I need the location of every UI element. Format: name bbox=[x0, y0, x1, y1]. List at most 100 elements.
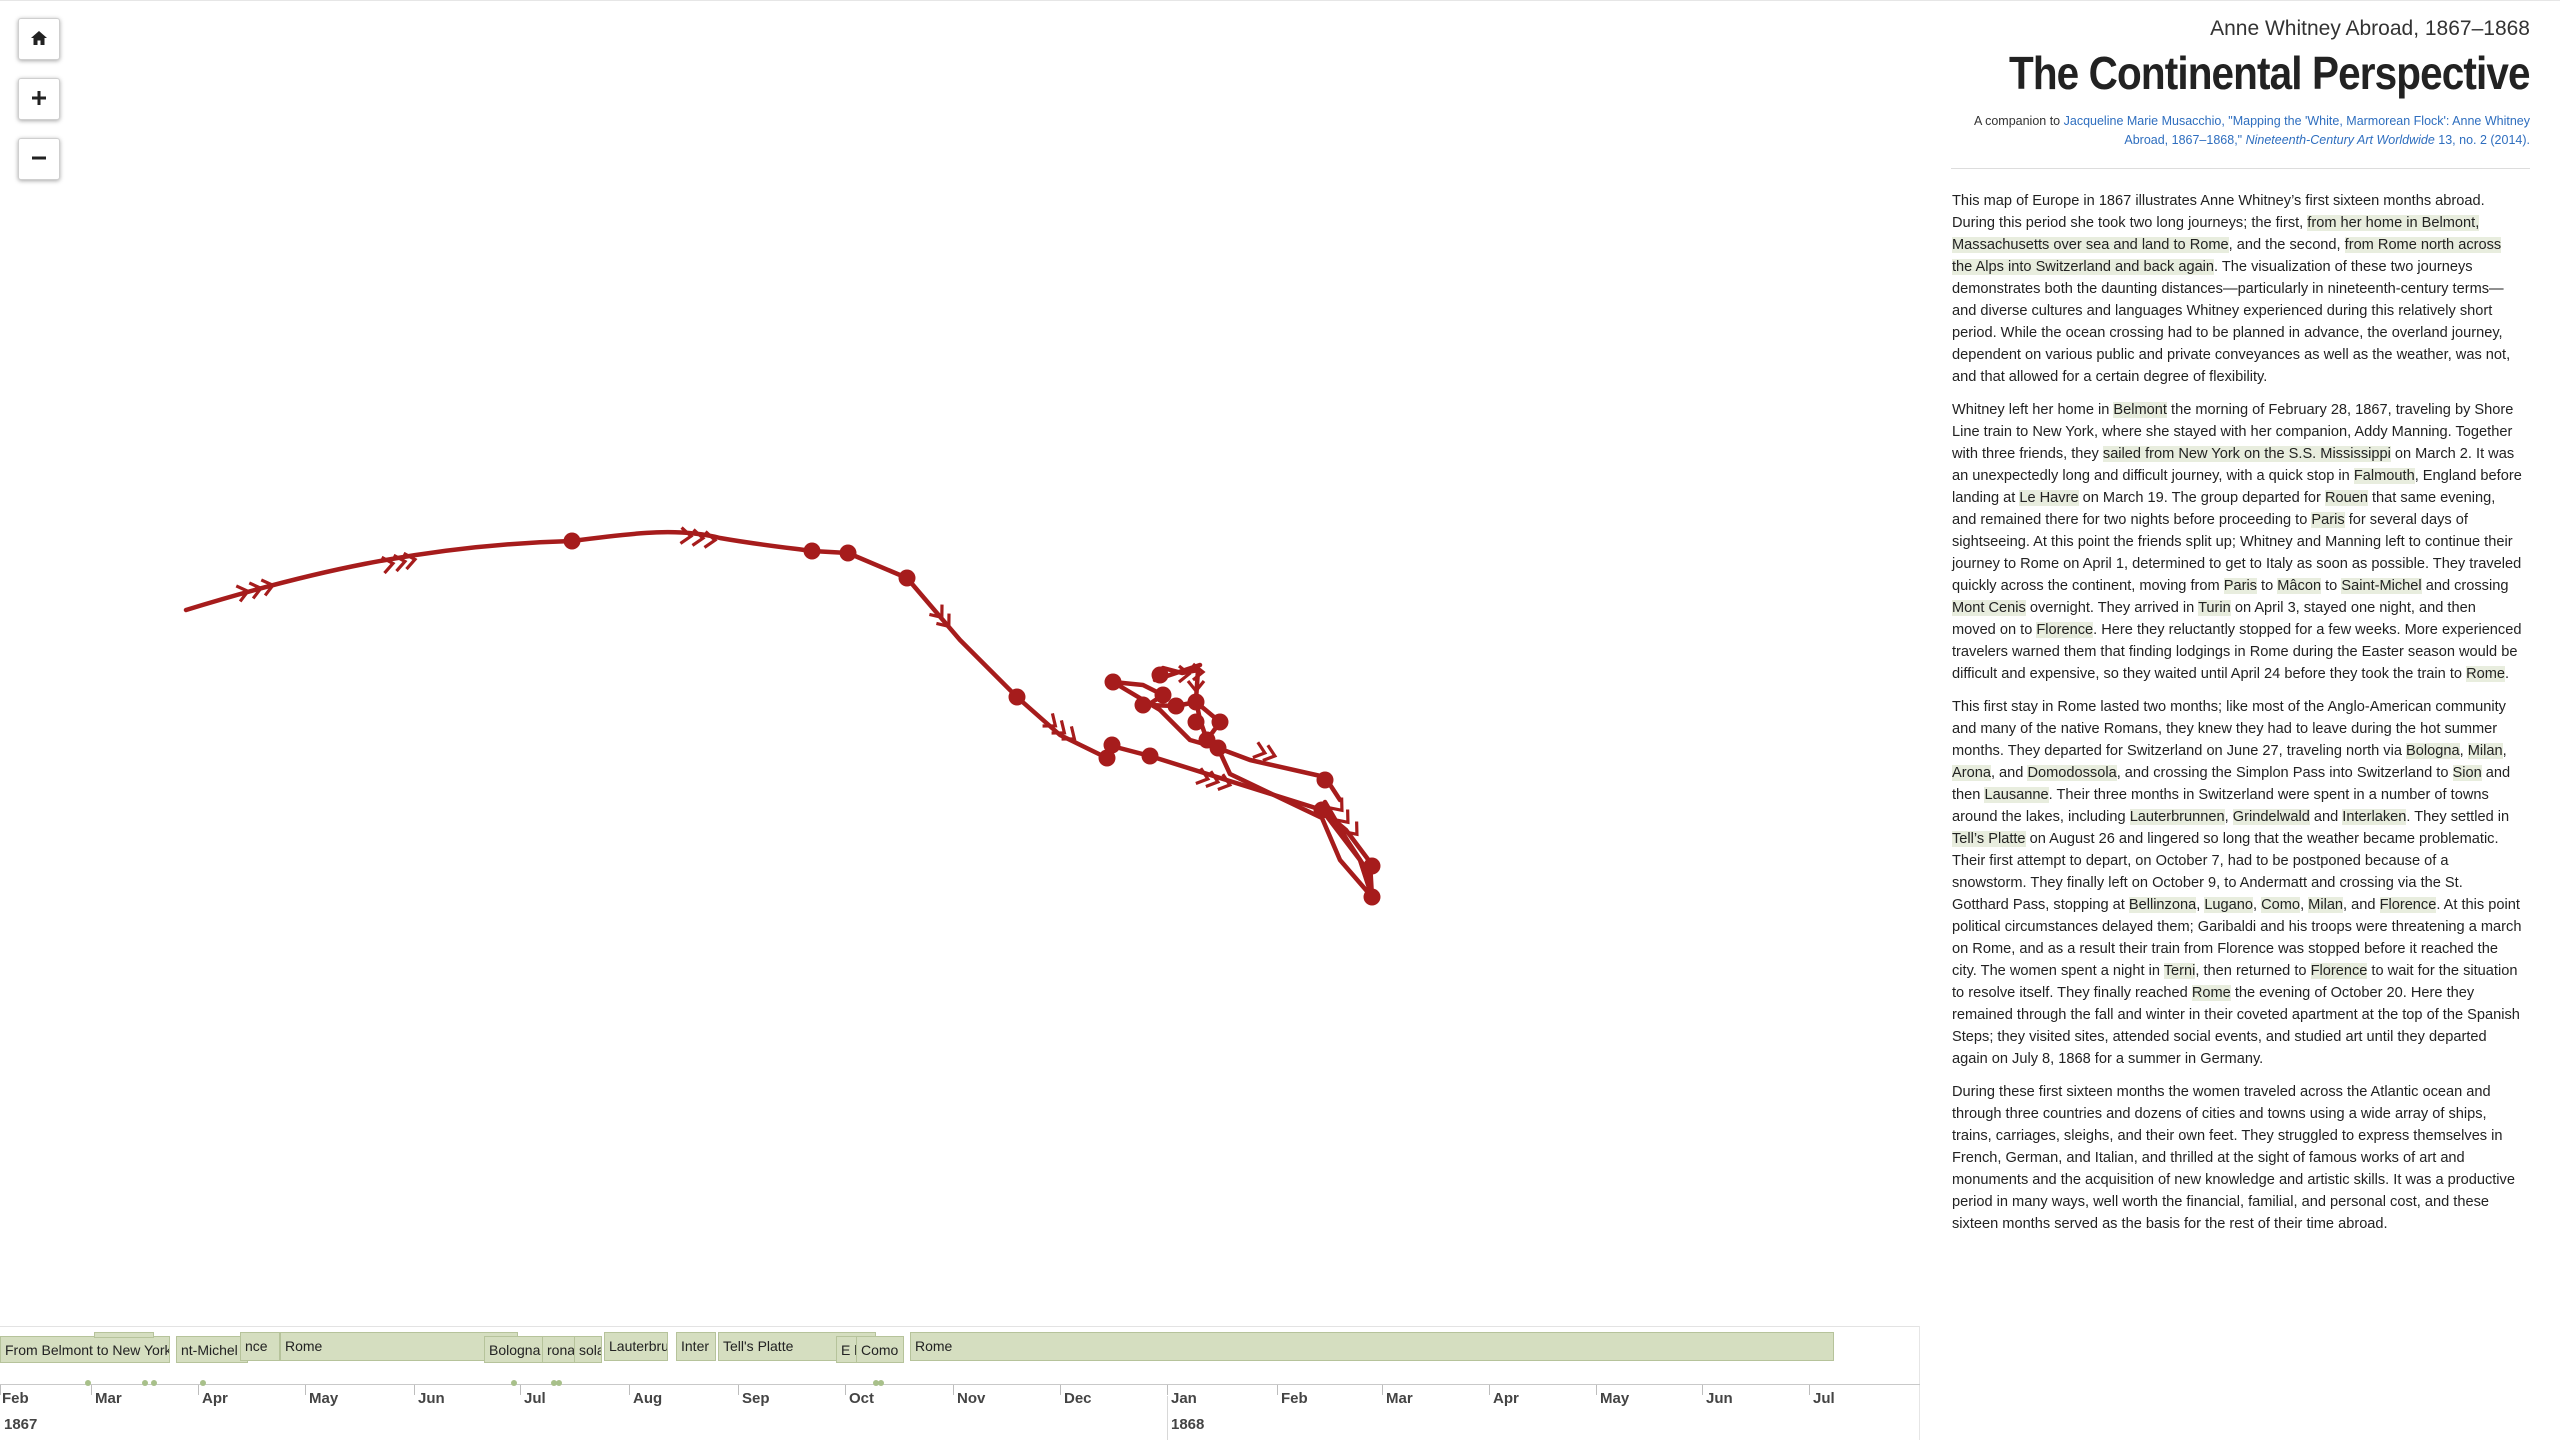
route-stop[interactable] bbox=[1211, 713, 1229, 731]
route-direction-arrow[interactable] bbox=[248, 581, 264, 600]
timeline-bar-rome-2[interactable]: Rome bbox=[910, 1332, 1834, 1361]
route-stop[interactable] bbox=[1363, 888, 1381, 906]
timeline-marker[interactable] bbox=[142, 1380, 148, 1386]
route-direction-arrow[interactable] bbox=[1061, 726, 1080, 745]
link-bologna[interactable]: Bologna bbox=[2406, 743, 2460, 759]
home-button[interactable] bbox=[18, 18, 60, 60]
link-milan[interactable]: Milan bbox=[2467, 743, 2503, 759]
route-direction-arrow[interactable] bbox=[260, 578, 276, 597]
route-stop[interactable] bbox=[1313, 801, 1331, 819]
route-direction-arrow[interactable] bbox=[1217, 773, 1233, 792]
timeline-bar-lauterbrunnen[interactable]: Lauterbru bbox=[604, 1332, 668, 1361]
route-direction-arrow[interactable] bbox=[703, 530, 718, 549]
journal-link[interactable]: Nineteenth-Century Art Worldwide bbox=[2245, 133, 2435, 147]
timeline-bar-arona[interactable]: rona bbox=[542, 1336, 576, 1363]
timeline-bar-como[interactable]: Como bbox=[856, 1336, 904, 1363]
route-direction-arrow[interactable] bbox=[1205, 770, 1221, 789]
link-falmouth[interactable]: Falmouth bbox=[2353, 468, 2415, 484]
link-rome[interactable]: Rome bbox=[2466, 666, 2506, 682]
link-tells-platte[interactable]: Tell’s Platte bbox=[1952, 831, 2026, 847]
link-rome-2[interactable]: Rome bbox=[2191, 985, 2231, 1001]
route-direction-arrow[interactable] bbox=[1192, 662, 1206, 682]
link-lausanne[interactable]: Lausanne bbox=[1984, 787, 2049, 803]
timeline-bar-interlaken[interactable]: Inter bbox=[676, 1332, 716, 1361]
timeline-marker[interactable] bbox=[873, 1380, 879, 1386]
timeline-bar-domodossola[interactable]: sola bbox=[574, 1336, 602, 1363]
link-macon[interactable]: Mâcon bbox=[2277, 578, 2322, 594]
link-sion[interactable]: Sion bbox=[2452, 765, 2482, 781]
route-direction-arrow[interactable] bbox=[1042, 713, 1061, 732]
link-belmont[interactable]: Belmont bbox=[2113, 402, 2167, 418]
route-stop[interactable] bbox=[1187, 693, 1205, 711]
link-le-havre[interactable]: Le Havre bbox=[2019, 490, 2079, 506]
route-direction-arrow[interactable] bbox=[1252, 741, 1268, 760]
route-stop[interactable] bbox=[1103, 736, 1121, 754]
route-direction-arrow[interactable] bbox=[380, 555, 396, 575]
route-stop[interactable] bbox=[1098, 749, 1116, 767]
link-mont-cenis[interactable]: Mont Cenis bbox=[1952, 600, 2026, 616]
route-stop[interactable] bbox=[1104, 673, 1122, 691]
timeline-bar-rome[interactable]: Rome bbox=[280, 1332, 518, 1361]
route-stop[interactable] bbox=[898, 569, 916, 587]
link-domodossola[interactable]: Domodossola bbox=[2027, 765, 2117, 781]
route-direction-arrow[interactable] bbox=[1262, 744, 1278, 763]
timeline-bar-saint-michel[interactable]: nt-Michel bbox=[176, 1336, 248, 1363]
route-direction-arrow[interactable] bbox=[392, 553, 408, 573]
link-lugano[interactable]: Lugano bbox=[2204, 897, 2254, 913]
route-stop[interactable] bbox=[1008, 688, 1026, 706]
timeline-bar-belmont-new-york[interactable]: From Belmont to New York bbox=[0, 1336, 170, 1363]
route-stop[interactable] bbox=[1141, 747, 1159, 765]
article-link[interactable]: Jacqueline Marie Musacchio, "Mapping the… bbox=[2063, 114, 2530, 147]
route-direction-arrow[interactable] bbox=[235, 584, 251, 603]
timeline-bar-ship[interactable] bbox=[94, 1332, 154, 1338]
link-bellinzona[interactable]: Bellinzona bbox=[2128, 897, 2197, 913]
route-direction-arrow[interactable] bbox=[402, 551, 418, 571]
route-direction-arrow[interactable] bbox=[1195, 767, 1211, 786]
route-direction-arrow[interactable] bbox=[929, 604, 948, 623]
link-rouen[interactable]: Rouen bbox=[2324, 490, 2368, 506]
timeline-marker[interactable] bbox=[556, 1380, 562, 1386]
route-direction-arrow[interactable] bbox=[691, 528, 706, 547]
route-stop[interactable] bbox=[563, 532, 581, 550]
route-direction-arrow[interactable] bbox=[1344, 821, 1363, 839]
timeline-marker[interactable] bbox=[551, 1380, 557, 1386]
timeline-marker[interactable] bbox=[85, 1380, 91, 1386]
timeline-marker[interactable] bbox=[151, 1380, 157, 1386]
timeline-marker[interactable] bbox=[878, 1380, 884, 1386]
route-direction-arrow[interactable] bbox=[1051, 720, 1070, 739]
route-stop[interactable] bbox=[1167, 697, 1185, 715]
route-stop[interactable] bbox=[1363, 857, 1381, 875]
route-stop[interactable] bbox=[1187, 713, 1205, 731]
route-direction-arrow[interactable] bbox=[1178, 664, 1192, 684]
route-direction-arrow[interactable] bbox=[936, 613, 955, 632]
link-florence-3[interactable]: Florence bbox=[2310, 963, 2368, 979]
timeline-marker[interactable] bbox=[511, 1380, 517, 1386]
route-stop[interactable] bbox=[1316, 771, 1334, 789]
timeline-marker[interactable] bbox=[200, 1380, 206, 1386]
link-turin[interactable]: Turin bbox=[2198, 600, 2231, 616]
link-grindelwald[interactable]: Grindelwald bbox=[2232, 809, 2310, 825]
link-como[interactable]: Como bbox=[2261, 897, 2301, 913]
link-paris-2[interactable]: Paris bbox=[2223, 578, 2257, 594]
zoom-out-button[interactable] bbox=[18, 138, 60, 180]
map[interactable] bbox=[0, 0, 1920, 1320]
route-direction-arrow[interactable] bbox=[679, 526, 694, 545]
route-stop[interactable] bbox=[1134, 696, 1152, 714]
timeline-bar-florence[interactable]: nce bbox=[240, 1332, 280, 1361]
route-stop[interactable] bbox=[1151, 666, 1169, 684]
zoom-in-button[interactable] bbox=[18, 78, 60, 120]
journal-issue-link[interactable]: 13, no. 2 (2014). bbox=[2434, 133, 2530, 147]
route-stop[interactable] bbox=[803, 542, 821, 560]
route-direction-arrow[interactable] bbox=[1186, 680, 1206, 694]
route-stop[interactable] bbox=[1154, 686, 1172, 704]
link-florence-2[interactable]: Florence bbox=[2379, 897, 2437, 913]
link-florence[interactable]: Florence bbox=[2036, 622, 2094, 638]
link-milan-2[interactable]: Milan bbox=[2308, 897, 2344, 913]
link-saint-michel[interactable]: Saint-Michel bbox=[2341, 578, 2422, 594]
link-interlaken[interactable]: Interlaken bbox=[2342, 809, 2407, 825]
link-lauterbrunnen[interactable]: Lauterbrunnen bbox=[2129, 809, 2225, 825]
link-paris[interactable]: Paris bbox=[2311, 512, 2345, 528]
link-sailed-mississippi[interactable]: sailed from New York on the S.S. Mississ… bbox=[2102, 446, 2391, 462]
route-direction-arrow[interactable] bbox=[1329, 797, 1348, 815]
timeline-bar-bologna[interactable]: Bologna bbox=[484, 1336, 544, 1363]
